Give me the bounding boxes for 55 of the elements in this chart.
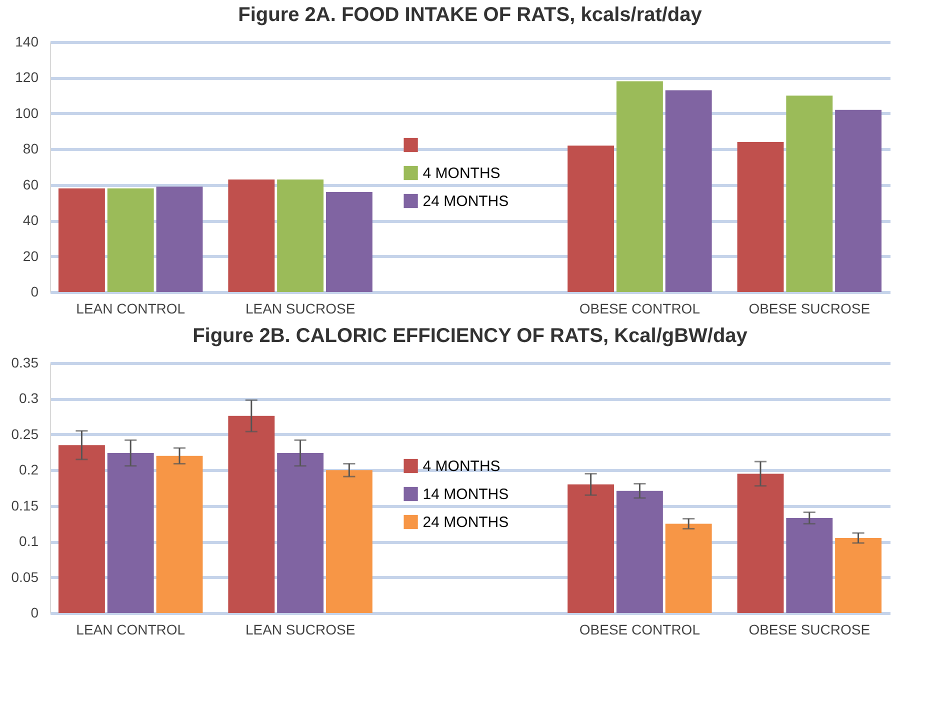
y-tick-label: 60: [22, 176, 39, 192]
legend-label: 4 MONTHS: [422, 458, 500, 475]
bar: [568, 484, 614, 613]
x-tick-label: OBESE SUCROSE: [748, 300, 870, 316]
x-tick-label: LEAN CONTROL: [76, 300, 186, 316]
y-tick-label: 80: [22, 140, 39, 157]
x-tick-label: LEAN CONTROL: [76, 622, 186, 638]
bar: [228, 416, 275, 613]
bar: [277, 453, 324, 613]
bar: [737, 474, 784, 613]
legend-label: 24 MONTHS: [422, 193, 509, 210]
bar: [568, 146, 614, 292]
bar: [665, 524, 712, 613]
legend-label: 4 MONTHS: [422, 165, 500, 182]
y-tick-label: 120: [15, 69, 39, 86]
bar: [786, 96, 833, 292]
x-tick-label: OBESE CONTROL: [579, 622, 700, 638]
y-tick-label: 100: [15, 104, 39, 121]
x-tick-label: OBESE CONTROL: [579, 300, 700, 316]
bar: [277, 180, 324, 292]
y-tick-label: 0.35: [11, 354, 39, 370]
bar: [107, 188, 154, 292]
y-tick-label: 140: [15, 34, 39, 50]
bar: [835, 110, 882, 292]
bar: [737, 142, 784, 292]
bar: [228, 180, 275, 292]
x-tick-label: LEAN SUCROSE: [245, 622, 356, 638]
y-tick-label: 0: [30, 604, 39, 620]
legend-label: 14 MONTHS: [422, 486, 509, 503]
bar: [156, 186, 203, 292]
y-tick-label: 0.3: [19, 390, 39, 406]
x-tick-label: LEAN SUCROSE: [245, 300, 356, 316]
bar: [58, 445, 105, 613]
bar: [786, 518, 833, 613]
legend-label: 24 MONTHS: [422, 514, 509, 531]
y-tick-label: 0.2: [19, 462, 39, 478]
y-tick-label: 0.15: [11, 497, 39, 514]
y-tick-label: 0.25: [11, 426, 39, 442]
y-tick-label: 0.1: [19, 533, 39, 550]
bar: [326, 470, 372, 613]
bar: [326, 192, 372, 292]
x-tick-label: OBESE SUCROSE: [748, 622, 870, 638]
y-tick-label: 0: [30, 284, 39, 300]
bar: [156, 456, 203, 613]
bar: [616, 81, 663, 292]
bar: [107, 453, 154, 613]
chart-title: Figure 2B. CALORIC EFFICIENCY OF RATS, Kcal/gBW/day: [192, 325, 748, 347]
y-tick-label: 0.05: [11, 568, 39, 585]
bar: [616, 490, 663, 613]
y-tick-label: 20: [22, 248, 39, 264]
chart-title: Figure 2A. FOOD INTAKE OF RATS, kcals/rat/day: [238, 4, 703, 26]
y-tick-label: 40: [22, 212, 39, 228]
bar: [58, 188, 105, 292]
bar: [665, 90, 712, 292]
bar: [835, 538, 882, 613]
